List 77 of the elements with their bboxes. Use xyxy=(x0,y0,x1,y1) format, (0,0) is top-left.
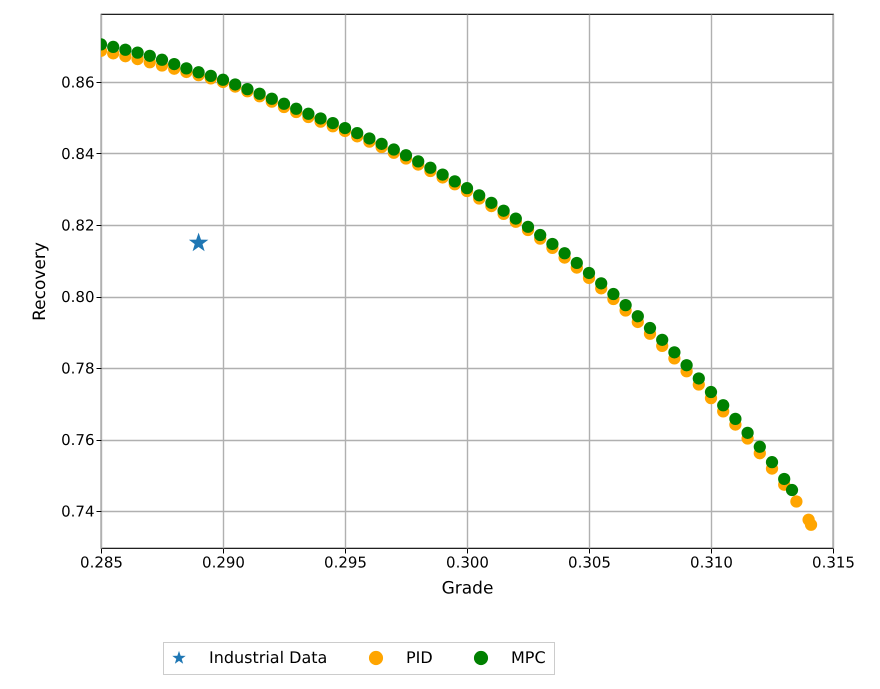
point xyxy=(412,155,424,168)
point xyxy=(741,426,754,439)
point xyxy=(351,126,364,140)
point xyxy=(131,46,144,59)
x-axis-title: Grade xyxy=(442,578,494,598)
point xyxy=(656,334,668,346)
point xyxy=(570,256,583,270)
point xyxy=(188,232,208,252)
point xyxy=(692,372,705,385)
point xyxy=(144,50,156,62)
point xyxy=(522,220,534,233)
y-tick-label: 0.76 xyxy=(61,431,94,450)
x-tick-label: 0.305 xyxy=(568,554,611,572)
point xyxy=(510,212,522,225)
point xyxy=(704,386,718,398)
point xyxy=(717,399,730,412)
legend-label: MPC xyxy=(511,648,546,667)
point xyxy=(778,472,790,486)
point xyxy=(338,122,352,134)
point xyxy=(266,92,278,105)
x-tick-label: 0.295 xyxy=(324,554,367,572)
point xyxy=(290,102,302,115)
point xyxy=(216,74,230,86)
y-tick-label: 0.84 xyxy=(61,144,94,163)
point xyxy=(668,346,681,358)
y-tick-label: 0.80 xyxy=(61,288,94,306)
point xyxy=(168,58,180,70)
x-tick-label: 0.285 xyxy=(80,554,123,572)
y-tick-label: 0.74 xyxy=(61,502,94,521)
point xyxy=(119,44,132,56)
y-tick-label: 0.78 xyxy=(61,360,94,378)
x-tick-label: 0.290 xyxy=(202,554,245,572)
point xyxy=(400,149,412,162)
point xyxy=(558,247,571,260)
legend-label: PID xyxy=(406,648,433,667)
x-tick-label: 0.310 xyxy=(690,554,733,572)
point xyxy=(424,162,437,174)
point xyxy=(253,88,266,100)
point xyxy=(754,440,766,453)
point xyxy=(326,116,339,130)
point xyxy=(680,359,693,372)
point xyxy=(375,138,388,150)
y-tick-label: 0.86 xyxy=(61,73,94,92)
point xyxy=(278,98,290,110)
point xyxy=(632,310,644,322)
point xyxy=(546,238,559,250)
point xyxy=(607,288,620,300)
point xyxy=(595,277,608,290)
point xyxy=(460,182,474,194)
point xyxy=(644,322,656,334)
point xyxy=(302,108,315,120)
point xyxy=(363,132,376,145)
point xyxy=(192,66,205,78)
point xyxy=(314,112,327,125)
point xyxy=(790,495,803,508)
point xyxy=(473,189,486,202)
x-tick-label: 0.315 xyxy=(812,554,855,572)
point xyxy=(107,40,120,54)
point xyxy=(804,518,818,531)
point xyxy=(448,175,461,188)
point xyxy=(388,143,400,156)
y-tick-label: 0.82 xyxy=(61,216,94,235)
point xyxy=(156,54,168,66)
point xyxy=(729,412,742,425)
point xyxy=(485,196,498,209)
point xyxy=(534,228,546,242)
x-tick-label: 0.300 xyxy=(446,554,489,572)
legend-label: Industrial Data xyxy=(209,648,328,667)
y-axis-title: Recovery xyxy=(30,242,50,321)
point xyxy=(582,266,596,280)
point xyxy=(180,62,193,74)
point xyxy=(497,204,510,217)
point xyxy=(786,484,798,496)
point xyxy=(619,299,632,312)
point xyxy=(436,168,449,181)
point xyxy=(766,456,778,468)
point xyxy=(204,70,217,82)
